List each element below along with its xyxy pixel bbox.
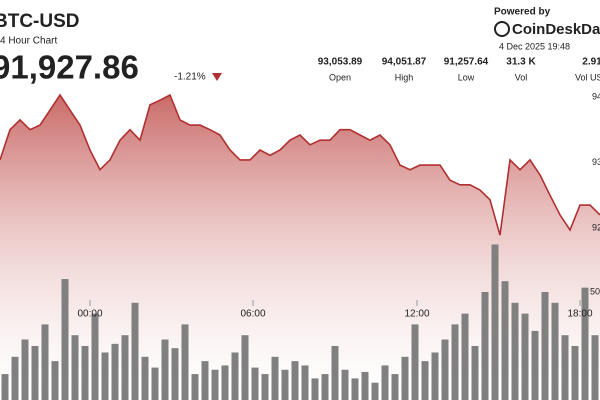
x-tick-label: 06:00 <box>240 309 265 320</box>
y2-tick-label: 50 <box>590 286 600 296</box>
powered-by: Powered by <box>494 7 551 18</box>
volume-bar <box>161 339 169 400</box>
stat-label: Vol <box>515 72 528 82</box>
volume-bar <box>121 335 129 400</box>
price: 91,927.86 <box>0 49 139 86</box>
volume-bar <box>531 330 539 400</box>
down-arrow <box>212 73 222 81</box>
price-area <box>0 95 600 400</box>
volume-bar <box>521 313 529 400</box>
volume-bar <box>301 365 309 400</box>
volume-bar <box>571 346 579 400</box>
volume-bar <box>471 346 479 400</box>
volume-bar <box>191 374 199 400</box>
y-tick-label: 94 <box>592 91 600 101</box>
volume-bar <box>11 356 19 400</box>
volume-bar <box>421 361 429 400</box>
x-tick-label: 18:00 <box>567 309 592 320</box>
volume-bar <box>91 313 99 400</box>
stats: 93,053.89 Open 94,051.87 High 91,257.64 Low 31… <box>318 57 600 83</box>
volume-bar <box>151 367 159 400</box>
volume-bar <box>241 335 249 400</box>
stat-value: 2.91 <box>582 57 600 68</box>
stat-value: 93,053.89 <box>318 57 363 68</box>
volume-bar <box>491 244 499 400</box>
volume-bar <box>261 374 269 400</box>
volume-bar <box>101 352 109 400</box>
volume-bar <box>481 292 489 400</box>
volume-bar <box>211 369 219 400</box>
volume-bar <box>131 302 139 400</box>
volume-bar <box>511 302 519 400</box>
price-line <box>0 93 600 236</box>
volume-bar <box>441 339 449 400</box>
volume-bar <box>331 346 339 400</box>
volume-bar <box>171 348 179 400</box>
stat-value: 91,257.64 <box>444 57 489 68</box>
stat-label: High <box>395 72 414 82</box>
volume-bar <box>1 374 9 400</box>
change: -1.21% <box>174 72 206 83</box>
volume-bar <box>21 339 29 400</box>
volume-bar <box>61 279 69 400</box>
y-tick-label: 92 <box>592 222 600 232</box>
volume-bar <box>231 352 239 400</box>
stat-value: 31.3 K <box>506 57 536 68</box>
volume-bar <box>141 356 149 400</box>
stat-label: Vol USD <box>575 72 600 82</box>
volume-bar <box>111 343 119 400</box>
plot: 94 93 92 50 00:00 06:00 12:00 18:00 <box>0 91 600 400</box>
volume-bar <box>41 324 49 400</box>
brand: CoinDeskData <box>512 21 600 38</box>
volume-bar <box>51 361 59 400</box>
volume-bar <box>431 352 439 400</box>
stat-label: Open <box>329 72 351 82</box>
x-tick-label: 00:00 <box>77 309 102 320</box>
stat-label: Low <box>458 72 475 82</box>
stat-value: 94,051.87 <box>382 57 427 68</box>
volume-bar <box>71 335 79 400</box>
volume-bar <box>251 367 259 400</box>
volume-bar <box>381 365 389 400</box>
volume-bar <box>81 346 89 400</box>
volume-bar <box>461 313 469 400</box>
subtitle: 4 Hour Chart <box>0 36 57 47</box>
volume-bar <box>201 361 209 400</box>
volume-bar <box>361 371 369 400</box>
volume-bar <box>351 378 359 400</box>
volume-bar <box>501 281 509 400</box>
volume-bar <box>411 324 419 400</box>
volume-bar <box>551 302 559 400</box>
volume-bar <box>591 335 599 400</box>
x-tick-label: 12:00 <box>404 309 429 320</box>
volume-bar <box>561 335 569 400</box>
volume-bar <box>451 324 459 400</box>
volume-bar <box>291 361 299 400</box>
volume-bar <box>31 346 39 400</box>
volume-bar <box>221 365 229 400</box>
volume-bar <box>341 369 349 400</box>
volume-bar <box>401 356 409 400</box>
volume-bar <box>281 369 289 400</box>
y-tick-label: 93 <box>592 157 600 167</box>
volume-bar <box>311 378 319 400</box>
volume-bar <box>271 356 279 400</box>
timestamp: 4 Dec 2025 19:48 <box>499 41 570 51</box>
volume-bar <box>321 374 329 400</box>
volume-bar <box>581 287 589 400</box>
volume-bar <box>541 292 549 400</box>
volume-bar <box>391 374 399 400</box>
logo <box>494 21 510 37</box>
volume-bar <box>371 382 379 400</box>
title: BTC-USD <box>0 11 80 32</box>
volume-bar <box>181 324 189 400</box>
